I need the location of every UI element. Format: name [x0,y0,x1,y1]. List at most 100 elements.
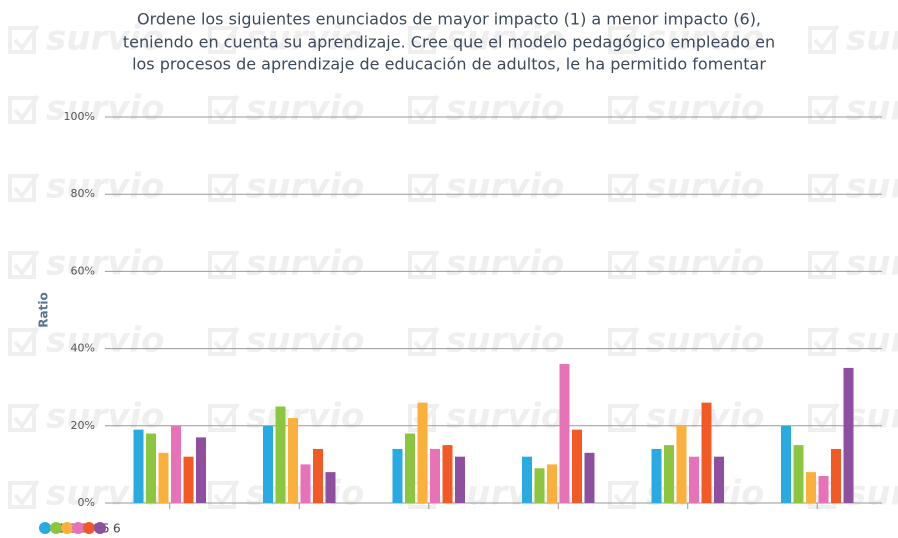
bar [831,448,841,503]
watermark: survio [246,19,364,59]
watermark: survio [846,89,898,129]
bar [559,364,570,503]
watermark: survio [846,474,898,514]
watermark-icon [208,94,240,124]
watermark: survio [246,167,364,207]
y-tick-label: 40% [71,342,95,355]
watermark: survio [46,244,164,284]
watermark-icon [208,172,240,202]
watermark-icon [408,172,440,202]
watermark-icon [608,326,640,356]
chart-title: Ordene los siguientes enunciados de mayo… [137,10,761,29]
bar [843,367,854,503]
watermark: survio [446,167,564,207]
bar [392,448,403,503]
bar [455,456,465,503]
watermark-icon [808,249,840,279]
watermark: survio [46,474,164,514]
watermark: survio [646,167,764,207]
bar [300,464,311,503]
legend-swatch [39,522,51,534]
watermark: survio [46,167,164,207]
bar [651,448,662,503]
watermark: survio [446,244,564,284]
bar [793,445,804,503]
bar [171,425,181,503]
bar [689,456,699,503]
watermark: survio [46,397,164,437]
watermark: survio [446,19,564,59]
bar [263,425,273,503]
watermark-icon [808,326,840,356]
y-tick-label: 20% [71,419,95,432]
watermark: survio [46,89,164,129]
watermark: survio [846,244,898,284]
bar [196,437,206,503]
bar [701,402,712,503]
bar [818,475,829,503]
watermark: survio [446,89,564,129]
watermark: survio [246,321,364,361]
watermark-icon [8,24,40,54]
watermark: survio [446,321,564,361]
bar [806,472,816,503]
bar [325,472,336,503]
bar [584,452,595,503]
watermark-icon [208,24,240,54]
bar [714,456,724,503]
watermark-icon [8,479,40,509]
watermark-icon [208,326,240,356]
bar [430,448,440,503]
y-tick-label: 60% [71,264,95,277]
watermark-icon [8,94,40,124]
watermark-icon [8,172,40,202]
legend-label: 6 [113,522,121,536]
watermark-icon [808,94,840,124]
watermark: survio [46,19,164,59]
watermark: survio [646,244,764,284]
bar [417,402,428,503]
watermark-icon [208,249,240,279]
y-tick-label: 100% [64,110,95,123]
watermark-icon [608,172,640,202]
watermark-icon [8,402,40,432]
y-tick-label: 0% [78,496,95,509]
watermark: survio [846,397,898,437]
watermark: survio [446,474,564,514]
watermark: survio [846,19,898,59]
legend-swatch [61,522,73,534]
watermark-icon [8,249,40,279]
legend-swatch [83,522,95,534]
watermark: survio [846,167,898,207]
bar [534,468,545,503]
bar [158,452,169,503]
watermark: survio [646,321,764,361]
watermark: survio [646,89,764,129]
bar [664,445,674,503]
watermark: survio [246,89,364,129]
chart-title: teniendo en cuenta su aprendizaje. Cree … [123,33,775,52]
watermark-icon [408,24,440,54]
watermark-icon [408,249,440,279]
watermark: survio [246,244,364,284]
bar [146,433,156,503]
legend-swatch [72,522,84,534]
bar [288,418,298,503]
watermark-icon [608,249,640,279]
y-tick-label: 80% [71,187,95,200]
legend-swatch [50,522,62,534]
watermark-icon [608,94,640,124]
bar [676,425,687,503]
watermark: survio [446,397,564,437]
bar [547,464,557,503]
watermark: survio [646,19,764,59]
watermark-icon [808,24,840,54]
bar [275,406,286,503]
legend-swatch [94,522,106,534]
watermark-icon [808,172,840,202]
bar [313,448,323,503]
watermark-icon [8,326,40,356]
bar [183,456,194,503]
bar [572,429,582,503]
